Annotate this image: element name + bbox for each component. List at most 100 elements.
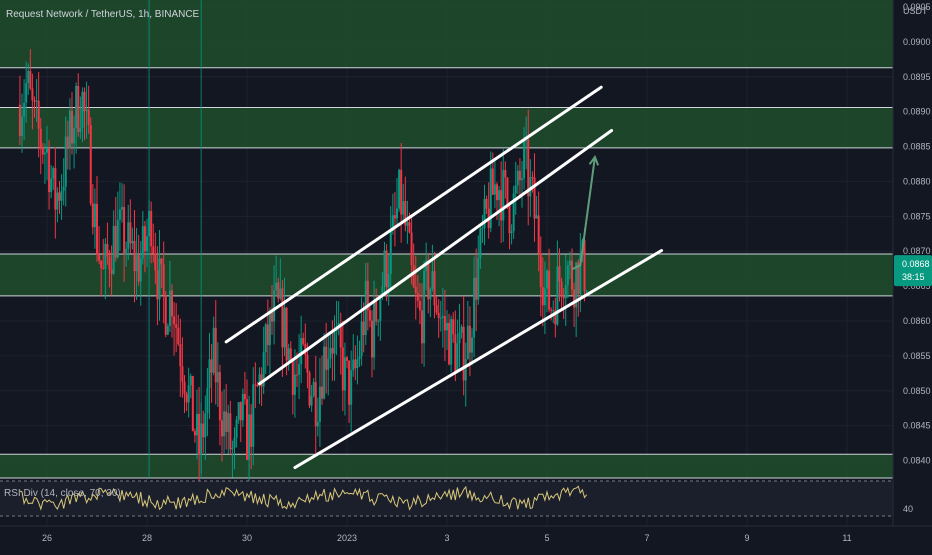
supply-demand-zone[interactable]	[0, 454, 893, 478]
candle-body	[504, 170, 507, 178]
candle-body	[281, 288, 284, 348]
candle-body	[562, 296, 565, 299]
trend-lines[interactable]	[224, 85, 664, 470]
candle-body	[139, 258, 142, 282]
candle-body	[33, 100, 36, 102]
x-tick-label: 28	[142, 533, 152, 543]
candle-body	[548, 270, 551, 310]
x-tick-label: 26	[42, 533, 52, 543]
candle-body	[283, 307, 286, 348]
candle-body	[543, 288, 546, 306]
candle-body	[575, 262, 578, 308]
candle-body	[214, 327, 217, 383]
y-tick-label: 0.0885	[903, 142, 931, 152]
candle-body	[93, 203, 96, 228]
channel-trend-line[interactable]	[293, 249, 664, 470]
y-tick-label: 0.0875	[903, 211, 931, 221]
candle-body	[243, 393, 246, 400]
supply-demand-zone[interactable]	[0, 107, 893, 148]
candle-body	[577, 262, 580, 295]
candle-body	[579, 254, 582, 295]
candle-body	[171, 290, 173, 317]
candle-body	[183, 381, 186, 395]
projection-arrow[interactable]	[571, 154, 600, 271]
candle-body	[429, 288, 432, 300]
candle-body	[18, 104, 21, 137]
candle-body	[100, 260, 103, 268]
candle-body	[464, 359, 467, 381]
candle-body	[241, 393, 244, 421]
candle-body	[300, 338, 303, 365]
candle-body	[285, 307, 288, 361]
candle-body	[556, 266, 559, 325]
candle-body	[291, 361, 294, 395]
candle-body	[483, 198, 486, 228]
candle-body	[423, 270, 426, 344]
candle-body	[229, 413, 232, 450]
candle-body	[204, 413, 207, 438]
candle-body	[371, 320, 373, 358]
candle-body	[485, 198, 488, 209]
candle-body	[52, 168, 55, 179]
channel-trend-line[interactable]	[258, 128, 614, 386]
candle-body	[277, 282, 280, 299]
candle-body	[521, 178, 523, 181]
candle-body	[206, 387, 209, 414]
candle-body	[212, 327, 215, 373]
candle-body	[289, 348, 292, 362]
candle-body	[468, 325, 471, 353]
y-tick-label: 0.0860	[903, 316, 931, 326]
candle-body	[452, 319, 455, 335]
candle-body	[358, 356, 361, 360]
candle-body	[154, 253, 157, 271]
x-tick-label: 9	[744, 533, 749, 543]
candle-body	[225, 411, 228, 432]
candle-body	[535, 215, 538, 219]
candle-body	[193, 431, 196, 436]
candle-body	[566, 265, 569, 286]
candle-body	[331, 348, 334, 354]
channel-trend-line[interactable]	[224, 85, 603, 344]
y-tick-label: 0.0850	[903, 386, 931, 396]
candle-body	[168, 290, 171, 326]
x-tick-label: 11	[842, 533, 851, 543]
candle-body	[98, 254, 101, 261]
candle-body	[62, 186, 65, 191]
time-axis[interactable]: 26 28 30 2023 3 5 7 9 11	[42, 533, 852, 543]
candle-body	[166, 325, 169, 335]
candle-body	[318, 386, 321, 422]
candle-body	[110, 269, 113, 274]
rsi-line	[19, 485, 587, 511]
candle-body	[271, 310, 273, 322]
rsi-panel[interactable]	[0, 480, 893, 517]
candle-body	[150, 210, 153, 247]
candle-body	[246, 399, 248, 460]
candle-body	[346, 357, 348, 361]
candle-body	[137, 255, 140, 282]
candle-body	[216, 372, 219, 383]
candle-body	[558, 266, 561, 282]
candle-body	[152, 246, 155, 254]
candles	[18, 49, 588, 486]
y-tick-label: 0.0855	[903, 351, 931, 361]
candle-body	[148, 210, 151, 237]
candle-body	[302, 338, 305, 344]
candle-body	[583, 240, 586, 292]
candle-body	[516, 170, 519, 186]
candle-body	[439, 317, 442, 319]
candle-body	[71, 110, 73, 144]
projection-arrow-line[interactable]	[571, 156, 596, 271]
candle-body	[123, 207, 126, 255]
candle-body	[398, 169, 401, 209]
candle-body	[391, 215, 394, 231]
candle-body	[377, 320, 380, 322]
candle-body	[279, 288, 282, 299]
candle-body	[91, 203, 94, 228]
candle-body	[314, 382, 317, 427]
candle-body	[23, 102, 26, 117]
candle-body	[173, 316, 176, 325]
candle-body	[54, 168, 57, 210]
candle-body	[233, 437, 236, 448]
